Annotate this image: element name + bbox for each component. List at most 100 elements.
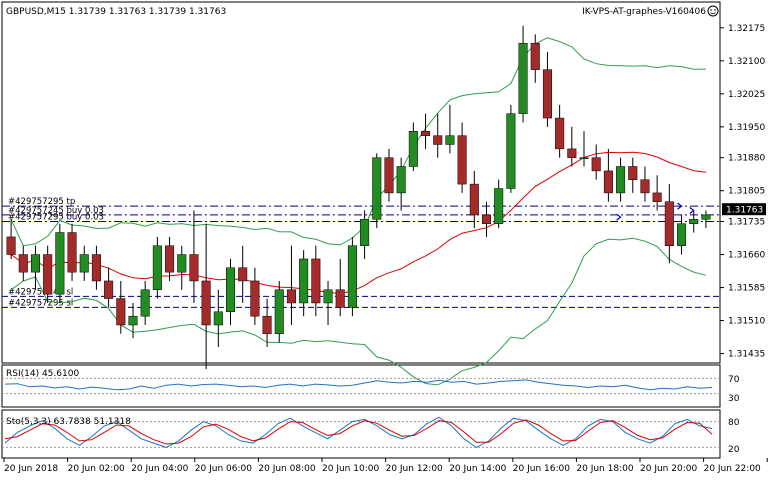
time-label: 20 Jun 06:00: [195, 464, 252, 474]
candle-body: [408, 131, 418, 167]
candle-body: [152, 245, 162, 291]
trade-arrow-marker: [689, 207, 695, 214]
price-label: 1.32175: [728, 24, 765, 34]
candle-body: [43, 254, 53, 295]
candle-body: [433, 135, 443, 145]
candle-body: [555, 117, 565, 150]
candle-body: [128, 315, 138, 326]
current-price-tag: 1.31763: [722, 203, 766, 216]
time-label: 20 Jun 08:00: [258, 464, 315, 474]
moving-average: [10, 151, 706, 295]
time-label: 20 Jun 18:00: [576, 464, 633, 474]
candle-body: [79, 254, 89, 273]
time-label: 20 Jun 14:00: [449, 464, 506, 474]
candle-body: [616, 166, 626, 194]
candle-body: [213, 311, 223, 326]
time-label: 20 Jun 20:00: [640, 464, 697, 474]
price-label: 1.31735: [728, 218, 765, 228]
stochastic-label: Sto(5,3,3) 63.7838 51.1318: [6, 417, 131, 427]
time-label: 20 Jun 10:00: [322, 464, 379, 474]
candle-body: [201, 280, 211, 326]
order-label: #429757295 buy 0.03: [8, 213, 104, 223]
candle-body: [567, 148, 577, 158]
candle-body: [286, 289, 296, 304]
candle-body: [591, 157, 601, 172]
candle-body: [652, 192, 662, 202]
smiley-icon: [707, 5, 719, 17]
price-axis[interactable]: 1.32175 1.32100 1.32025 1.31950 1.31880 1.318…: [720, 24, 765, 360]
candle-body: [457, 135, 467, 185]
time-label: 20 Jun 04:00: [131, 464, 188, 474]
candle-body: [579, 157, 589, 159]
stochastic-level-high: 80: [728, 418, 740, 428]
price-label: 1.31880: [728, 154, 765, 164]
candle-body: [628, 166, 638, 180]
time-label: 20 Jun 16:00: [513, 464, 570, 474]
trade-arrow-marker: [616, 213, 622, 221]
order-label: #429757245 buy 0.03: [8, 206, 104, 216]
stochastic-pane-frame: [1, 409, 721, 459]
candle-body: [335, 289, 345, 308]
candle-body: [225, 267, 236, 313]
candle-body: [677, 223, 687, 246]
time-label: 20 Jun 2018: [4, 464, 58, 474]
candle-body: [140, 289, 150, 317]
candle-body: [30, 254, 40, 273]
trade-markers: [616, 202, 695, 221]
rsi-pane-frame: [1, 364, 721, 408]
time-label: 20 Jun 12:00: [386, 464, 443, 474]
order-label: #429757295 sl: [8, 298, 73, 308]
time-label: 20 Jun 22:00: [704, 464, 761, 474]
upper-band-line: [10, 37, 706, 247]
lower-band-line: [10, 237, 707, 386]
candle-body: [689, 219, 699, 224]
time-label: 20 Jun 02:00: [68, 464, 125, 474]
candle-body: [421, 131, 431, 136]
candle-body: [347, 245, 357, 308]
candle-body: [91, 254, 101, 282]
price-label: 1.32100: [728, 57, 765, 67]
candle-body: [55, 232, 65, 295]
price-label: 1.31950: [728, 123, 765, 133]
stochastic-signal-line: [4, 419, 713, 445]
candle-body: [372, 157, 382, 220]
candle-body: [360, 219, 370, 246]
candle-body: [445, 135, 455, 145]
time-axis[interactable]: 20 Jun 2018 20 Jun 02:00 20 Jun 04:00 20 Ju…: [3, 458, 768, 474]
candle-body: [469, 183, 479, 216]
candle-body: [238, 267, 248, 282]
order-label: #429757295 tp: [8, 197, 75, 207]
current-price-label: 1.31763: [726, 206, 763, 216]
price-label: 1.31510: [728, 317, 765, 327]
stochastic-level-low: 20: [728, 445, 740, 455]
candle-body: [323, 289, 333, 304]
watermark-label: IK-VPS-AT-graphes-V160406: [582, 7, 706, 17]
candle-body: [299, 258, 309, 304]
candle-body: [104, 280, 114, 299]
main-pane-frame: [1, 1, 721, 364]
candlestick-series: [6, 25, 711, 370]
price-label: 1.31805: [728, 187, 765, 197]
rsi-level-low: 30: [728, 394, 740, 404]
candle-body: [396, 166, 406, 194]
candle-body: [542, 69, 552, 119]
candle-body: [250, 280, 260, 317]
candle-body: [6, 236, 16, 255]
candle-body: [262, 315, 272, 335]
candle-body: [494, 188, 504, 224]
candle-body: [116, 298, 126, 326]
candle-body: [506, 113, 516, 189]
order-label: #429757245 sl: [8, 287, 73, 297]
candle-body: [177, 254, 187, 273]
candle-body: [481, 214, 492, 224]
rsi-label: RSI(14) 45.6100: [6, 369, 79, 379]
symbol-info: GBPUSD,M15 1.31739 1.31763 1.31739 1.317…: [6, 7, 226, 17]
candle-body: [518, 42, 528, 114]
price-label: 1.32025: [728, 90, 765, 100]
price-label: 1.31585: [728, 284, 765, 294]
candle-body: [165, 245, 175, 273]
candle-body: [274, 289, 284, 335]
candle-body: [384, 157, 394, 194]
